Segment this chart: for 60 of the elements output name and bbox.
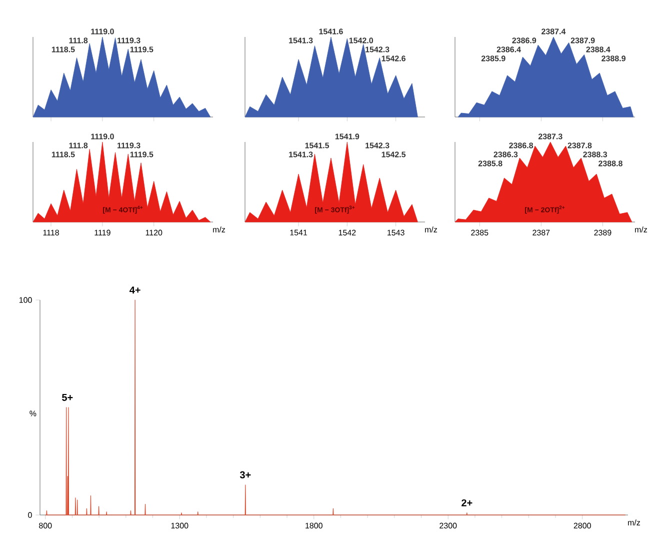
- annotation: 4+: [130, 286, 140, 294]
- annotation: 1119.0: [91, 28, 114, 34]
- annotation: 1541.6: [319, 28, 343, 34]
- annotation: 111.8: [69, 142, 88, 148]
- y-tick-label: 0: [28, 512, 32, 518]
- x-tick-label: 800: [39, 522, 52, 528]
- x-axis-title: m/z: [635, 226, 648, 232]
- x-tick-label: 1542: [338, 230, 356, 236]
- x-tick-label: 1543: [388, 230, 404, 236]
- annotation: 2387.4: [542, 28, 566, 34]
- line-series: [45, 300, 626, 516]
- x-tick-label: 1118: [43, 230, 59, 236]
- annotation: 2385.9: [481, 56, 506, 62]
- annotation: 1541.9: [335, 134, 360, 140]
- y-axis-title: %: [30, 410, 36, 416]
- annotation: 1119.0: [91, 134, 114, 140]
- annotation: 2387.8: [568, 142, 592, 148]
- annotation: 2385.8: [478, 160, 502, 166]
- x-axis-title: m/z: [628, 520, 640, 526]
- annotation: 1541.3: [289, 152, 313, 158]
- annotation: 1118.5: [52, 152, 75, 158]
- annotation: 1119.3: [117, 38, 140, 44]
- annotation: 2387.3: [538, 134, 562, 140]
- x-tick-label: 1541: [290, 230, 308, 236]
- x-tick-label: 1800: [306, 522, 322, 528]
- x-tick-label: 2385: [471, 230, 488, 236]
- annotation: 2386.9: [512, 38, 536, 44]
- annotation: 2+: [462, 499, 472, 506]
- annotation: 1541.3: [289, 38, 313, 44]
- annotation: 1118.5: [52, 46, 75, 52]
- y-tick-label: 100: [19, 297, 32, 303]
- annotation: 2386.3: [494, 152, 518, 158]
- x-tick-label: 2300: [440, 522, 457, 528]
- x-tick-label: 1300: [171, 522, 188, 528]
- annotation: 1119.5: [130, 46, 154, 52]
- annotation: 2388.9: [602, 56, 626, 62]
- annotation: 2387.9: [570, 38, 595, 44]
- annotation: 1119.3: [117, 142, 140, 148]
- annotation: 2386.8: [509, 142, 534, 148]
- annotation: 111.8: [69, 38, 88, 44]
- annotation: 1542.0: [349, 38, 374, 44]
- annotation: 2388.3: [583, 152, 608, 158]
- x-tick-label: 1119: [94, 230, 110, 236]
- annotation: 1119.5: [130, 152, 154, 158]
- x-tick-label: 2800: [574, 522, 591, 528]
- annotation: 1542.3: [366, 46, 390, 52]
- x-axis-title: m/z: [213, 226, 226, 232]
- annotation: 1542.5: [382, 152, 406, 158]
- annotation: 1541.5: [305, 142, 330, 148]
- x-tick-label: 1120: [146, 230, 162, 236]
- annotation: 5+: [62, 394, 73, 401]
- annotation: 1542.3: [366, 142, 390, 148]
- x-tick-label: 2387: [532, 230, 550, 236]
- annotation: 2388.8: [598, 160, 622, 166]
- annotation: 3+: [240, 471, 251, 478]
- annotation: 2388.4: [586, 46, 610, 52]
- x-axis-title: m/z: [425, 226, 438, 232]
- x-tick-label: 2389: [594, 230, 612, 236]
- annotation: 1542.6: [382, 56, 406, 62]
- annotation: 2386.4: [496, 46, 521, 52]
